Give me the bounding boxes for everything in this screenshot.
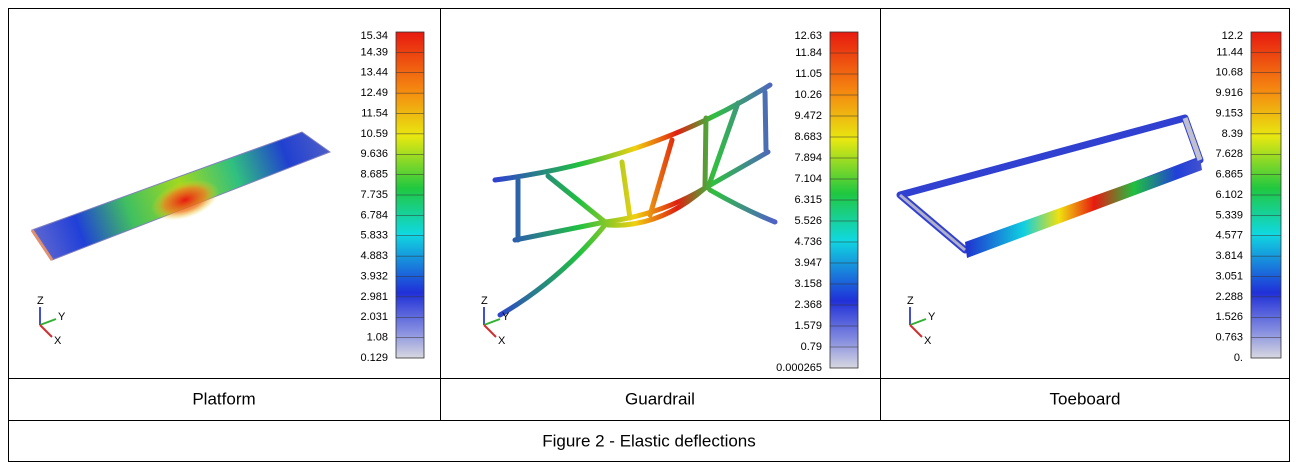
colorbar-label: 12.63 [794,30,822,42]
colorbar-label: 8.39 [1222,128,1243,140]
colorbar-label: 7.628 [1215,148,1243,160]
colorbar-label: 8.685 [360,169,388,181]
axis-label: X [924,335,932,347]
colorbar-label: 9.472 [794,110,822,122]
axis-x [39,324,53,338]
colorbar-label: 1.526 [1215,311,1243,323]
colorbar-label: 2.981 [360,291,388,303]
colorbar-label: 6.784 [360,209,388,221]
axis-x [909,324,923,338]
axis-label: X [498,335,506,347]
axis-x [483,324,497,338]
colorbar-label: 12.2 [1222,30,1243,42]
colorbar-label: 13.44 [360,67,388,79]
colorbar-label: 3.932 [360,270,388,282]
panel-caption: Toeboard [1050,389,1121,408]
colorbar-label: 3.947 [794,257,822,269]
axis-label: Y [502,311,510,323]
axis-label: Z [481,295,488,307]
colorbar-label: 5.526 [794,215,822,227]
colorbar-label: 5.339 [1215,209,1243,221]
colorbar-label: 15.34 [360,30,388,42]
toeboard-model [896,114,1204,258]
colorbar-label: 2.031 [360,311,388,323]
colorbar-label: 9.636 [360,148,388,160]
colorbar-label: 10.59 [360,128,388,140]
axis-y [909,318,927,326]
colorbar-label: 5.833 [360,230,388,242]
colorbar-label: 4.577 [1215,230,1243,242]
colorbar-label: 10.68 [1215,67,1243,79]
colorbar-label: 10.26 [794,89,822,101]
colorbar-label: 7.894 [794,152,822,164]
colorbar-label: 11.84 [795,47,822,59]
colorbar-label: 0.79 [801,341,822,353]
colorbar-label: 3.814 [1215,250,1243,262]
colorbar-label: 6.865 [1215,169,1243,181]
axis-y [39,318,57,326]
platform-model [30,131,332,261]
panel-caption: Platform [192,389,255,408]
colorbar-label: 1.579 [794,320,822,332]
axis-y [483,318,501,326]
colorbar-label: 9.916 [1215,87,1243,99]
colorbar-label: 11.54 [361,107,388,119]
colorbar-label: 4.883 [360,250,388,262]
colorbar-label: 3.051 [1215,270,1243,282]
axis-label: Z [907,295,914,307]
axis-label: X [54,335,62,347]
colorbar-label: 11.05 [795,68,822,80]
colorbar-label: 7.104 [794,173,822,185]
colorbar-label: 4.736 [794,236,822,248]
panel-caption: Guardrail [625,389,695,408]
colorbar-label: 11.44 [1216,46,1243,58]
guardrail-model [492,82,778,318]
colorbar-label: 0. [1234,352,1243,364]
colorbar-label: 8.683 [794,131,822,143]
colorbar-label: 6.102 [1215,189,1243,201]
colorbar-label: 6.315 [794,194,822,206]
colorbar-label: 0.763 [1215,332,1243,344]
colorbar-label: 2.368 [794,299,822,311]
axis-label: Z [37,295,44,307]
axis-label: Y [928,311,936,323]
colorbar-label: 0.000265 [776,362,822,374]
colorbar-label: 0.129 [360,352,388,364]
colorbar-label: 1.08 [367,332,388,344]
colorbar-label: 2.288 [1215,291,1243,303]
colorbar-label: 14.39 [360,46,388,58]
axis-label: Y [58,311,66,323]
colorbar-label: 12.49 [360,87,388,99]
colorbar-label: 9.153 [1215,107,1243,119]
colorbar-label: 7.735 [360,189,388,201]
colorbar-label: 3.158 [794,278,822,290]
figure-caption: Figure 2 - Elastic deflections [542,431,756,450]
